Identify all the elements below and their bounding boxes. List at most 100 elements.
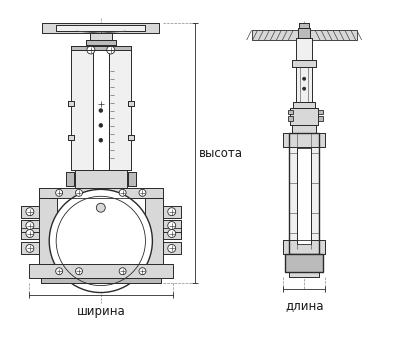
Bar (39, 198, 57, 264)
Circle shape (139, 268, 146, 275)
Bar (90, 33, 112, 40)
Bar (289, 272, 319, 277)
Bar (21, 220, 39, 231)
Bar (128, 135, 134, 140)
Circle shape (56, 268, 63, 275)
Bar (293, 102, 315, 108)
Bar (29, 264, 173, 278)
Bar (298, 28, 310, 38)
Bar (128, 101, 134, 106)
Bar (296, 38, 312, 60)
Circle shape (26, 244, 34, 252)
Bar (109, 46, 130, 170)
Circle shape (99, 124, 102, 127)
Bar (71, 46, 130, 50)
Bar (128, 101, 134, 106)
Bar (296, 67, 312, 102)
Bar (318, 117, 323, 121)
Bar (21, 206, 39, 218)
Text: ширина: ширина (76, 305, 125, 318)
Bar (93, 46, 109, 170)
Circle shape (139, 189, 146, 196)
Bar (285, 254, 323, 272)
Bar (29, 264, 173, 278)
Circle shape (168, 208, 176, 216)
Circle shape (303, 77, 306, 80)
Bar (71, 46, 93, 170)
Bar (21, 243, 39, 254)
Bar (41, 278, 161, 283)
Bar (109, 46, 130, 170)
Bar (128, 135, 134, 140)
Bar (289, 133, 319, 254)
Circle shape (76, 189, 82, 196)
Circle shape (303, 87, 306, 90)
Bar (21, 228, 39, 239)
Bar (42, 23, 159, 33)
Bar (299, 23, 309, 28)
Bar (21, 220, 39, 231)
Bar (296, 67, 312, 102)
Bar (163, 243, 181, 254)
Bar (66, 172, 74, 186)
Bar (128, 172, 136, 186)
Bar (56, 25, 146, 31)
Bar (145, 198, 163, 264)
Bar (163, 206, 181, 218)
Circle shape (107, 46, 115, 54)
Bar (75, 170, 126, 188)
Bar (288, 110, 293, 115)
Circle shape (96, 203, 105, 212)
Bar (296, 38, 312, 60)
Bar (292, 125, 316, 133)
Text: высота: высота (199, 147, 243, 160)
Bar (163, 206, 181, 218)
Bar (42, 23, 159, 33)
Circle shape (76, 268, 82, 275)
Bar (163, 243, 181, 254)
Bar (71, 46, 93, 170)
Bar (86, 40, 116, 45)
Bar (288, 117, 293, 121)
Bar (163, 220, 181, 231)
Bar (289, 133, 319, 254)
Bar (283, 133, 325, 147)
Bar (163, 220, 181, 231)
Bar (299, 23, 309, 28)
Bar (289, 272, 319, 277)
Bar (293, 102, 315, 108)
Bar (21, 228, 39, 239)
Bar (290, 108, 318, 125)
Bar (283, 133, 325, 147)
Bar (93, 46, 109, 170)
Bar (90, 33, 112, 40)
Circle shape (168, 221, 176, 229)
Bar (66, 172, 74, 186)
Polygon shape (252, 30, 298, 40)
Bar (128, 172, 136, 186)
Bar (56, 25, 146, 31)
Bar (86, 40, 116, 45)
Bar (75, 170, 126, 188)
Text: длина: длина (285, 299, 324, 312)
Bar (21, 206, 39, 218)
Bar (145, 198, 163, 264)
Circle shape (119, 268, 126, 275)
Bar (68, 135, 74, 140)
Bar (163, 228, 181, 239)
Circle shape (99, 138, 102, 142)
Bar (163, 228, 181, 239)
Bar (21, 243, 39, 254)
Circle shape (26, 208, 34, 216)
Bar (285, 254, 323, 272)
Bar (39, 198, 57, 264)
Bar (290, 108, 318, 125)
Bar (68, 135, 74, 140)
Circle shape (56, 189, 63, 196)
Bar (292, 60, 316, 67)
Circle shape (168, 229, 176, 237)
Circle shape (49, 189, 152, 292)
Circle shape (26, 221, 34, 229)
Bar (39, 188, 163, 198)
Bar (41, 278, 161, 283)
